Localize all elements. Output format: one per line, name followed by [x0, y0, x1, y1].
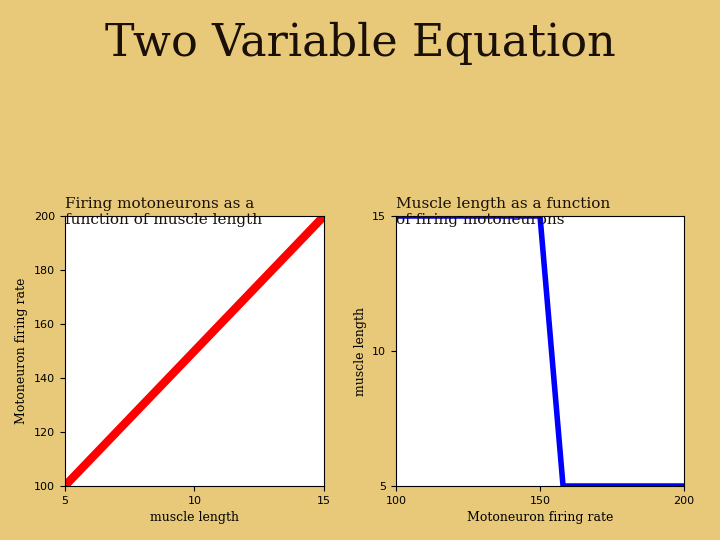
X-axis label: muscle length: muscle length — [150, 511, 239, 524]
Text: Firing motoneurons as a
function of muscle length: Firing motoneurons as a function of musc… — [65, 197, 262, 227]
X-axis label: Motoneuron firing rate: Motoneuron firing rate — [467, 511, 613, 524]
Text: Muscle length as a function
of firing motoneurons: Muscle length as a function of firing mo… — [396, 197, 611, 227]
Y-axis label: Motoneuron firing rate: Motoneuron firing rate — [15, 278, 28, 424]
Text: Two Variable Equation: Two Variable Equation — [104, 22, 616, 65]
Y-axis label: muscle length: muscle length — [354, 307, 366, 395]
